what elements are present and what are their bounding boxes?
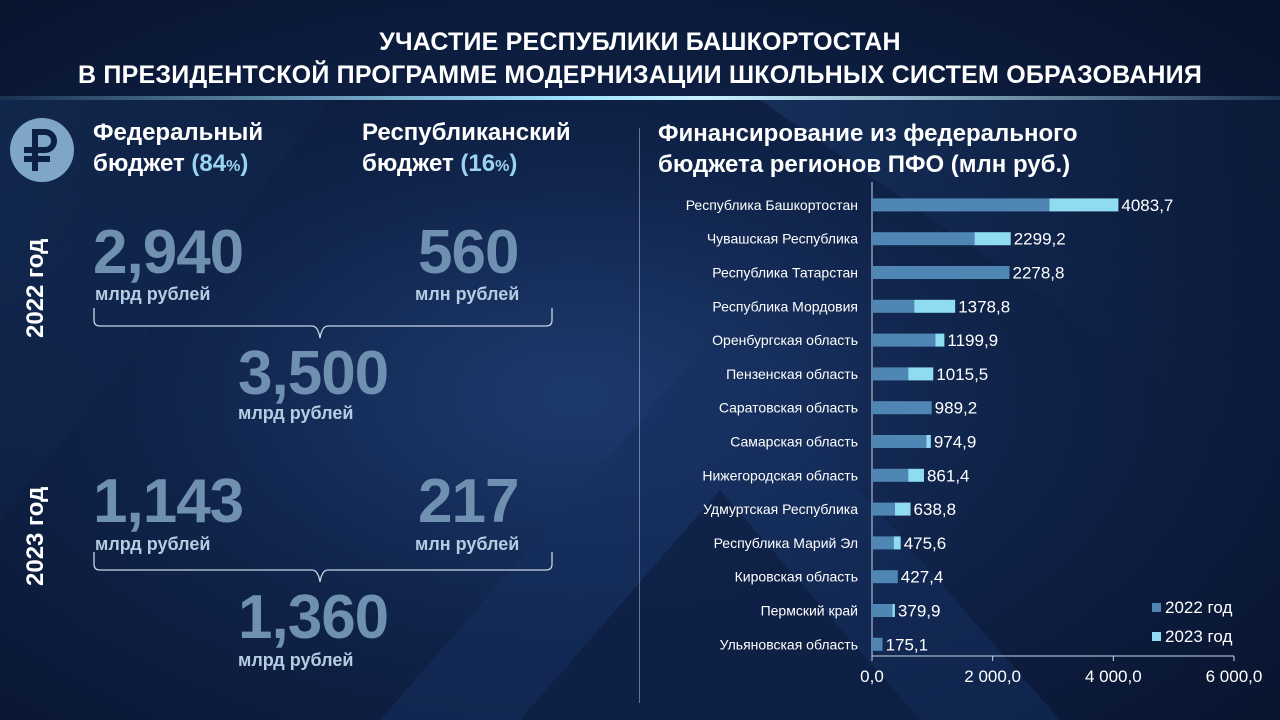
category-label: Удмуртская Республика <box>703 501 858 517</box>
x-tick-label: 2 000,0 <box>964 667 1021 686</box>
legend-2023: 2023 год <box>1152 627 1232 647</box>
total-2022-unit: млрд рублей <box>238 403 354 423</box>
category-label: Оренбургская область <box>712 332 858 348</box>
title-divider <box>0 96 1280 100</box>
federal-share: (84%) <box>191 150 249 177</box>
federal-2022-unit: млрд рублей <box>95 284 211 304</box>
bar-2023 <box>1049 198 1119 212</box>
category-label: Пермский край <box>761 603 858 619</box>
republican-2022-value: 560 <box>418 218 519 287</box>
total-2022-value: 3,500 <box>238 339 389 408</box>
republican-budget-heading: Республиканский бюджет (16%) <box>362 117 571 182</box>
bar-2022 <box>872 198 1050 212</box>
bar-2022 <box>872 232 975 246</box>
federal-2023-value: 1,143 <box>93 467 244 536</box>
bar-2023 <box>892 604 895 617</box>
bar-2022 <box>872 637 883 651</box>
legend-swatch-2022 <box>1152 603 1161 612</box>
bar-2023 <box>893 536 901 550</box>
legend-label-2023: 2023 год <box>1165 627 1233 646</box>
bracket-2023 <box>93 552 553 583</box>
chart-title-line1: Финансирование из федерального <box>658 120 1078 147</box>
category-label: Саратовская область <box>719 400 858 416</box>
bar-2023 <box>926 435 931 448</box>
bar-2022 <box>872 299 915 313</box>
republican-2022-unit: млн рублей <box>415 284 520 304</box>
data-label: 2299,2 <box>1014 230 1066 249</box>
federal-2022-value: 2,940 <box>93 218 244 287</box>
bar-2023 <box>974 232 1011 246</box>
data-label: 989,2 <box>935 399 978 418</box>
chart-title-line2: бюджета регионов ПФО (млн руб.) <box>658 151 1071 178</box>
federal-2023-unit: млрд рублей <box>95 534 211 554</box>
data-label: 379,9 <box>898 602 941 621</box>
bracket-2022 <box>93 308 553 339</box>
bar-2022 <box>872 536 894 550</box>
category-label: Нижегородская область <box>702 467 858 483</box>
data-label: 4083,7 <box>1121 196 1173 215</box>
data-label: 1378,8 <box>958 297 1010 316</box>
bar-2022 <box>872 435 927 448</box>
data-label: 1199,9 <box>947 331 998 350</box>
title-line-1: УЧАСТИЕ РЕСПУБЛИКИ БАШКОРТОСТАН <box>379 28 901 56</box>
x-tick-label: 6 000,0 <box>1206 667 1263 686</box>
title-line-2: В ПРЕЗИДЕНТСКОЙ ПРОГРАММЕ МОДЕРНИЗАЦИИ Ш… <box>78 61 1202 89</box>
data-label: 427,4 <box>901 568 944 587</box>
republican-2023-value: 217 <box>418 467 519 536</box>
data-label: 1015,5 <box>936 365 988 384</box>
bar-2022 <box>872 604 893 617</box>
bar-2023 <box>935 333 945 347</box>
funding-bar-chart: Республика Башкортостан 4083,7 Чувашская Р… <box>686 182 1263 686</box>
bar-2022 <box>872 468 909 482</box>
total-2023-value: 1,360 <box>238 583 389 652</box>
bar-2022 <box>872 266 1010 279</box>
data-label: 638,8 <box>914 500 957 519</box>
bar-2022 <box>872 570 898 584</box>
bar-2022 <box>872 502 895 516</box>
bar-2022 <box>872 401 932 415</box>
data-label: 2278,8 <box>1012 264 1064 283</box>
federal-budget-line1: Федеральный <box>93 119 264 146</box>
chart-title: Финансирование из федерального бюджета р… <box>658 118 1078 180</box>
bar-2023 <box>914 299 956 313</box>
x-tick-label: 4 000,0 <box>1085 667 1142 686</box>
category-label: Республика Марий Эл <box>714 535 858 551</box>
republican-share: (16%) <box>460 150 518 177</box>
data-label: 974,9 <box>934 433 977 452</box>
legend-2022: 2022 год <box>1152 598 1232 618</box>
data-label: 861,4 <box>927 466 970 485</box>
category-label: Пензенская область <box>726 366 858 382</box>
category-label: Чувашская Республика <box>707 231 858 247</box>
republican-2023-unit: млн рублей <box>415 534 520 554</box>
data-label: 175,1 <box>886 635 929 654</box>
republican-budget-line2: бюджет (16%) <box>362 150 518 177</box>
federal-budget-heading: Федеральный бюджет (84%) <box>93 117 263 182</box>
year-label-2022: 2022 год <box>22 238 49 338</box>
page-title: УЧАСТИЕ РЕСПУБЛИКИ БАШКОРТОСТАН В ПРЕЗИД… <box>0 26 1280 92</box>
ruble-icon <box>10 118 74 182</box>
republican-budget-line1: Республиканский <box>362 119 571 146</box>
data-label: 475,6 <box>904 534 947 553</box>
category-label: Ульяновская область <box>720 636 858 652</box>
bar-2023 <box>908 367 934 381</box>
column-divider <box>639 128 640 703</box>
legend-label-2022: 2022 год <box>1165 598 1233 617</box>
bar-2022 <box>872 333 936 347</box>
category-label: Республика Мордовия <box>712 298 858 314</box>
bar-2023 <box>894 502 911 516</box>
bar-2022 <box>872 367 909 381</box>
category-label: Республика Татарстан <box>712 265 858 281</box>
category-label: Республика Башкортостан <box>686 197 858 213</box>
category-label: Кировская область <box>735 569 858 585</box>
federal-budget-line2: бюджет (84%) <box>93 150 249 177</box>
category-label: Самарская область <box>730 434 858 450</box>
year-label-2023: 2023 год <box>22 486 49 586</box>
x-tick-label: 0,0 <box>860 667 884 686</box>
total-2023-unit: млрд рублей <box>238 650 354 670</box>
legend-swatch-2023 <box>1152 632 1161 641</box>
bar-2023 <box>908 468 924 482</box>
